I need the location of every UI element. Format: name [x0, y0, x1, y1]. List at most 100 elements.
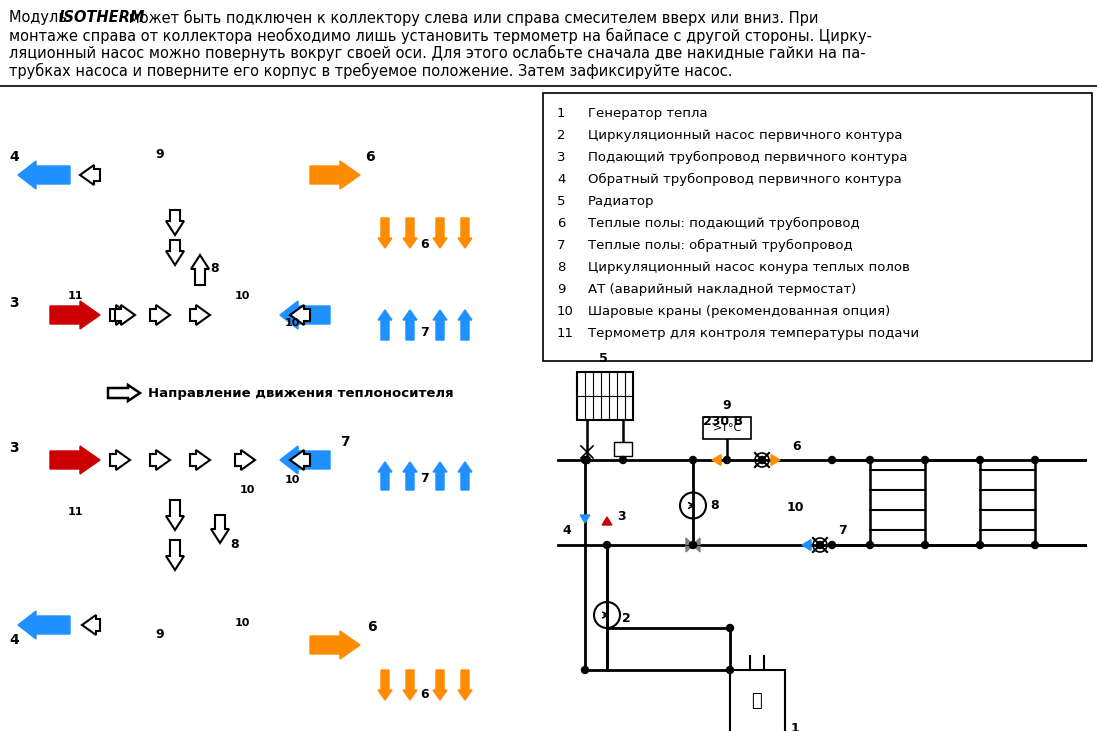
Circle shape — [758, 456, 766, 463]
FancyArrow shape — [403, 310, 417, 340]
FancyArrow shape — [433, 670, 446, 700]
Circle shape — [603, 542, 611, 548]
Bar — [543, 93, 1092, 361]
Text: Теплые полы: обратный трубопровод: Теплые полы: обратный трубопровод — [588, 239, 852, 252]
Circle shape — [581, 667, 588, 673]
Text: 4: 4 — [9, 633, 19, 647]
Text: 1: 1 — [557, 107, 565, 120]
Text: 5: 5 — [557, 195, 565, 208]
FancyArrow shape — [290, 305, 310, 325]
Text: 8: 8 — [557, 261, 565, 274]
Polygon shape — [802, 539, 811, 550]
FancyArrow shape — [290, 450, 310, 470]
Text: 6: 6 — [420, 689, 429, 702]
Circle shape — [976, 456, 984, 463]
Text: Циркуляционный насос конура теплых полов: Циркуляционный насос конура теплых полов — [588, 261, 909, 274]
Text: >T°C: >T°C — [712, 423, 742, 433]
FancyArrow shape — [18, 611, 70, 639]
Text: может быть подключен к коллектору слева или справа смесителем вверх или вниз. Пр: может быть подключен к коллектору слева … — [124, 10, 818, 26]
Text: 7: 7 — [557, 239, 565, 252]
Text: 11: 11 — [68, 291, 83, 301]
Text: 10: 10 — [235, 618, 250, 628]
FancyArrow shape — [310, 161, 360, 189]
FancyArrow shape — [50, 446, 100, 474]
FancyArrow shape — [378, 670, 392, 700]
Text: 11: 11 — [68, 507, 83, 517]
Text: Направление движения теплоносителя: Направление движения теплоносителя — [148, 387, 454, 400]
Bar — [577, 372, 633, 420]
Text: 8: 8 — [210, 262, 218, 275]
Bar — [614, 442, 632, 456]
Text: монтаже справа от коллектора необходимо лишь установить термометр на байпасе с д: монтаже справа от коллектора необходимо … — [9, 28, 872, 44]
FancyArrow shape — [115, 305, 135, 325]
Circle shape — [584, 456, 590, 463]
FancyArrow shape — [166, 240, 184, 265]
Text: 7: 7 — [340, 435, 350, 449]
Text: 4: 4 — [557, 173, 565, 186]
Polygon shape — [580, 515, 590, 523]
Text: 9: 9 — [155, 148, 163, 161]
Circle shape — [921, 542, 928, 548]
FancyArrow shape — [166, 540, 184, 570]
Circle shape — [726, 624, 734, 632]
Text: АТ (аварийный накладной термостат): АТ (аварийный накладной термостат) — [588, 283, 857, 296]
Text: 10: 10 — [285, 318, 301, 328]
FancyArrow shape — [433, 462, 446, 490]
Text: 3: 3 — [557, 151, 565, 164]
Circle shape — [581, 456, 588, 463]
Text: Модуль: Модуль — [9, 10, 71, 25]
Text: 7: 7 — [420, 471, 429, 485]
Polygon shape — [602, 517, 612, 525]
FancyArrow shape — [166, 210, 184, 235]
Text: Циркуляционный насос первичного контура: Циркуляционный насос первичного контура — [588, 129, 903, 142]
FancyArrow shape — [403, 218, 417, 248]
Text: 6: 6 — [365, 150, 374, 164]
Text: 5: 5 — [599, 352, 608, 365]
FancyArrow shape — [459, 462, 472, 490]
FancyArrow shape — [191, 255, 210, 285]
Text: 3: 3 — [9, 296, 19, 310]
Polygon shape — [686, 538, 693, 552]
Text: 8: 8 — [230, 539, 239, 551]
FancyArrow shape — [150, 450, 170, 470]
Text: 2: 2 — [557, 129, 565, 142]
FancyArrow shape — [280, 301, 330, 329]
FancyArrow shape — [403, 462, 417, 490]
Text: 🔥: 🔥 — [751, 692, 762, 710]
Circle shape — [867, 542, 873, 548]
Text: 3: 3 — [9, 441, 19, 455]
FancyArrow shape — [50, 301, 100, 329]
Circle shape — [867, 456, 873, 463]
Text: 2: 2 — [622, 612, 631, 624]
FancyArrow shape — [310, 631, 360, 659]
Text: 11: 11 — [557, 327, 574, 340]
FancyArrow shape — [211, 515, 229, 543]
Text: ляционный насос можно повернуть вокруг своей оси. Для этого ослабьте сначала две: ляционный насос можно повернуть вокруг с… — [9, 45, 866, 61]
Text: 6: 6 — [420, 238, 429, 251]
Text: 9: 9 — [723, 399, 732, 412]
FancyArrow shape — [190, 305, 210, 325]
FancyArrow shape — [403, 670, 417, 700]
FancyArrow shape — [235, 450, 255, 470]
FancyArrow shape — [110, 450, 131, 470]
Text: 10: 10 — [285, 475, 301, 485]
Text: 6: 6 — [792, 439, 801, 452]
Text: Обратный трубопровод первичного контура: Обратный трубопровод первичного контура — [588, 173, 902, 186]
FancyArrow shape — [82, 615, 100, 635]
Text: Радиатор: Радиатор — [588, 195, 655, 208]
Text: 9: 9 — [155, 628, 163, 641]
Circle shape — [816, 542, 824, 548]
Text: 230 В: 230 В — [703, 415, 743, 428]
Circle shape — [620, 456, 626, 463]
FancyArrow shape — [433, 218, 446, 248]
Text: 8: 8 — [710, 499, 719, 512]
Text: 10: 10 — [787, 501, 804, 514]
FancyArrow shape — [378, 310, 392, 340]
FancyArrow shape — [150, 305, 170, 325]
Text: 7: 7 — [420, 327, 429, 339]
FancyArrow shape — [108, 385, 140, 401]
Circle shape — [724, 456, 731, 463]
Polygon shape — [771, 455, 780, 466]
FancyArrow shape — [110, 305, 131, 325]
Text: 10: 10 — [235, 291, 250, 301]
